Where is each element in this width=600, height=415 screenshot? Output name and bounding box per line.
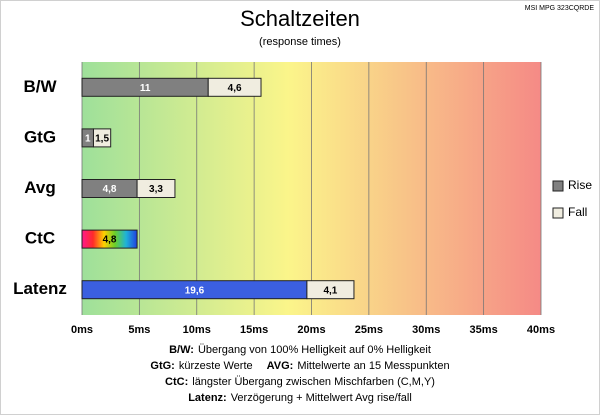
bar-segment [81, 229, 138, 249]
value-label: 11 [140, 83, 151, 94]
value-label: 1 [85, 134, 91, 145]
value-label: 4,1 [323, 285, 337, 296]
note-term: AVG: [267, 360, 294, 372]
note: GtG: kürzeste Werte AVG: Mittelwerte an 15 … [150, 360, 449, 372]
value-label: 4,8 [103, 184, 117, 195]
bar-segment [306, 280, 355, 300]
note-text: Übergang von 100% Helligkeit auf 0% Hell… [198, 344, 431, 356]
x-tick-label: 15ms [240, 324, 268, 336]
note: B/W: Übergang von 100% Helligkeit auf 0% … [169, 344, 431, 356]
value-label: 3,3 [149, 184, 163, 195]
x-tick-label: 5ms [128, 324, 150, 336]
value-label: 19,6 [185, 285, 205, 296]
legend-label: Rise [568, 178, 592, 192]
note-term: CtC: [165, 376, 188, 388]
note-term: B/W: [169, 344, 194, 356]
note: Latenz: Verzögerung + Mittelwert Avg rise… [188, 392, 412, 404]
note: CtC: längster Übergang zwischen Mischfarb… [165, 376, 435, 388]
note-term: Latenz: [188, 392, 227, 404]
value-label: 4,6 [228, 83, 242, 94]
x-tick-label: 10ms [183, 324, 211, 336]
x-tick-label: 30ms [412, 324, 440, 336]
value-label: 4,8 [103, 235, 117, 246]
bar-segment [92, 128, 112, 148]
y-tick-label: CtC [25, 229, 55, 248]
value-label: 1,5 [95, 134, 109, 145]
chart-subtitle: (response times) [259, 36, 341, 48]
bar-segment [136, 179, 176, 198]
legend-label: Fall [568, 205, 587, 219]
y-tick-label: Avg [24, 178, 56, 197]
y-tick-label: B/W [23, 77, 57, 96]
y-tick-label: GtG [24, 127, 56, 146]
note-text: längster Übergang zwischen Mischfarben (… [192, 376, 435, 388]
note-text: Verzögerung + Mittelwert Avg rise/fall [231, 392, 412, 404]
x-tick-label: 35ms [470, 324, 498, 336]
model-label: MSI MPG 323CQRDE [525, 5, 595, 12]
x-tick-label: 40ms [527, 324, 555, 336]
note-text: Mittelwerte an 15 Messpunkten [297, 360, 449, 372]
bar-segment [207, 77, 262, 97]
note-text: kürzeste Werte [179, 360, 253, 372]
x-tick-label: 25ms [355, 324, 383, 336]
x-tick-label: 0ms [71, 324, 93, 336]
legend-swatch [552, 180, 564, 192]
chart-title: Schaltzeiten [240, 6, 360, 31]
note-term: GtG: [150, 360, 174, 372]
x-tick-label: 20ms [297, 324, 325, 336]
y-tick-label: Latenz [13, 279, 67, 298]
legend-swatch [552, 207, 564, 219]
